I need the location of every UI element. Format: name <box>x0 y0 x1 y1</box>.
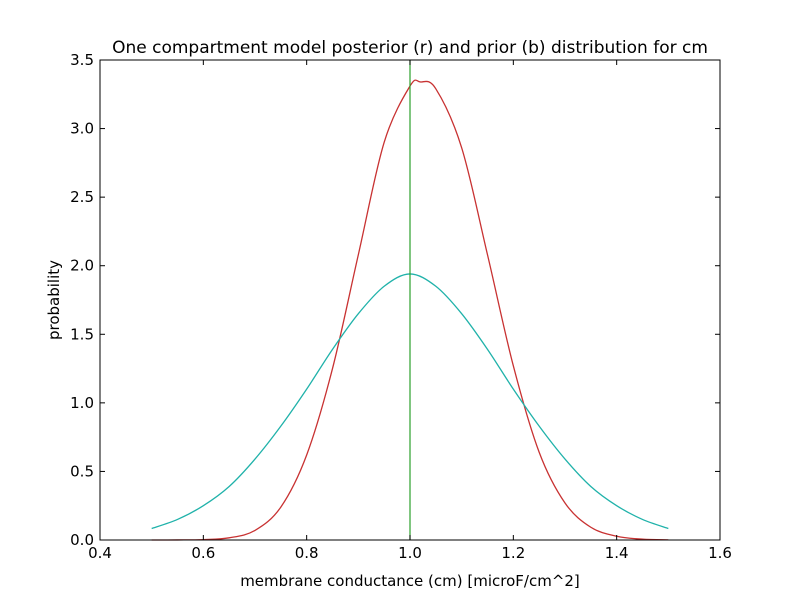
y-tick-label: 2.5 <box>70 188 94 206</box>
y-tick-label: 3.5 <box>70 51 94 69</box>
y-axis-label: probability <box>45 260 63 340</box>
y-tick-label: 3.0 <box>70 120 94 138</box>
x-tick-label: 0.6 <box>191 544 215 562</box>
x-tick-label: 0.4 <box>88 544 112 562</box>
y-tick-label: 0.0 <box>70 531 94 549</box>
chart-title: One compartment model posterior (r) and … <box>112 38 708 58</box>
y-tick-label: 2.0 <box>70 257 94 275</box>
x-tick-label: 1.2 <box>501 544 525 562</box>
posterior-curve <box>151 79 669 541</box>
x-tick-label: 1.6 <box>708 544 732 562</box>
x-tick-label: 1.0 <box>398 544 422 562</box>
x-tick-label: 0.8 <box>295 544 319 562</box>
x-axis-label: membrane conductance (cm) [microF/cm^2] <box>240 572 580 590</box>
plot-layer <box>151 60 669 541</box>
x-tick-label: 1.4 <box>605 544 629 562</box>
y-tick-label: 0.5 <box>70 462 94 480</box>
tick-layer: 0.4 0.6 0.8 1.0 1.2 1.4 1.6 0.0 0.5 1.0 1.5 2.0 2.5 3… <box>70 51 732 562</box>
y-tick-label: 1.5 <box>70 325 94 343</box>
y-tick-label: 1.0 <box>70 394 94 412</box>
